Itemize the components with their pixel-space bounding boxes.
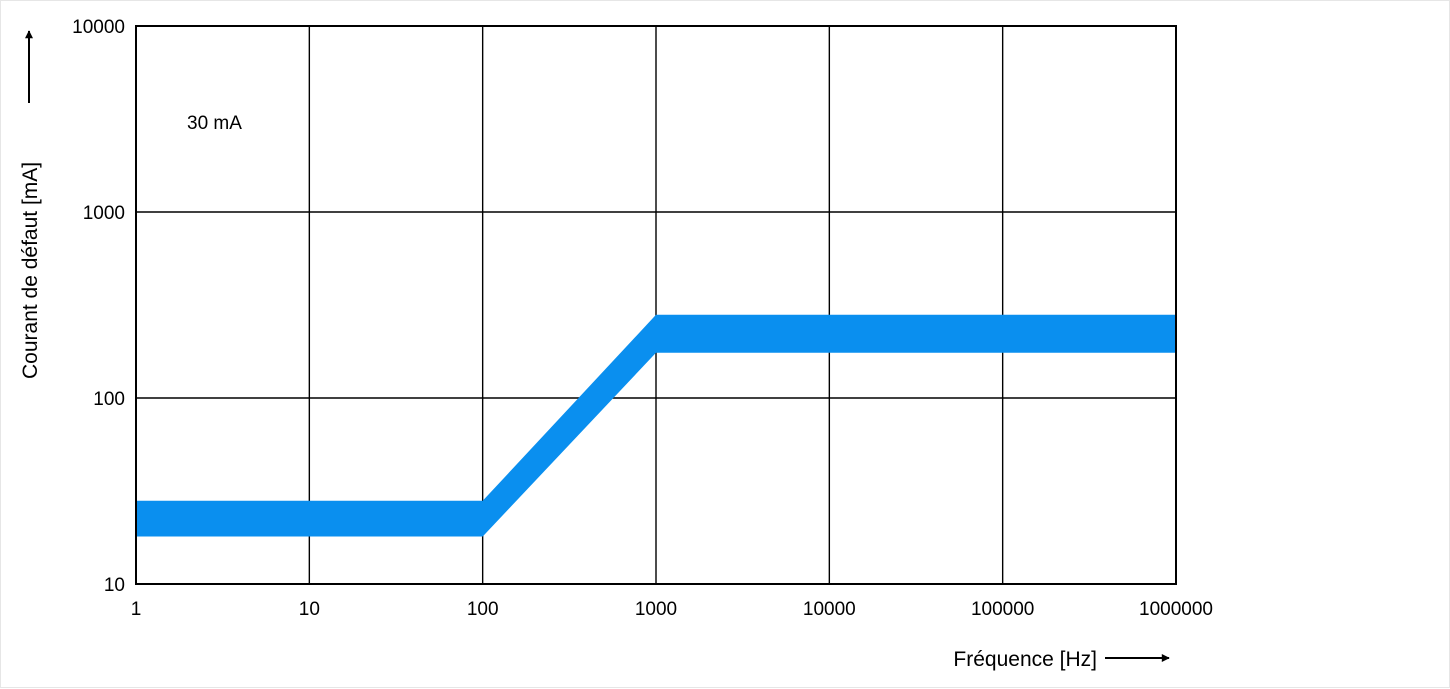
y-axis-label: Courant de défaut [mA] xyxy=(19,162,42,379)
y-tick-labels: 10 100 1000 10000 xyxy=(72,17,125,596)
x-tick-label: 10 xyxy=(299,599,320,620)
x-tick-label: 10000 xyxy=(803,599,856,620)
x-tick-label: 100000 xyxy=(971,599,1034,620)
x-tick-label: 100 xyxy=(467,599,499,620)
y-tick-label: 100 xyxy=(93,389,125,410)
y-tick-label: 1000 xyxy=(83,203,125,224)
x-tick-labels: 1 10 100 1000 10000 100000 1000000 xyxy=(131,599,1213,620)
band-layer xyxy=(136,314,1176,537)
x-axis-label: Fréquence [Hz] xyxy=(953,648,1097,671)
y-tick-label: 10 xyxy=(104,575,125,596)
x-tick-label: 1 xyxy=(131,599,142,620)
tolerance-band xyxy=(136,314,1176,537)
y-tick-label: 10000 xyxy=(72,17,125,38)
plot-border xyxy=(135,25,1177,585)
x-axis-label-group: Fréquence [Hz] xyxy=(953,648,1170,671)
x-tick-label: 1000000 xyxy=(1139,599,1213,620)
y-axis-label-group: Courant de défaut [mA] xyxy=(19,30,42,379)
grid xyxy=(135,25,1177,585)
annotation-30ma: 30 mA xyxy=(187,113,242,134)
x-tick-label: 1000 xyxy=(635,599,677,620)
